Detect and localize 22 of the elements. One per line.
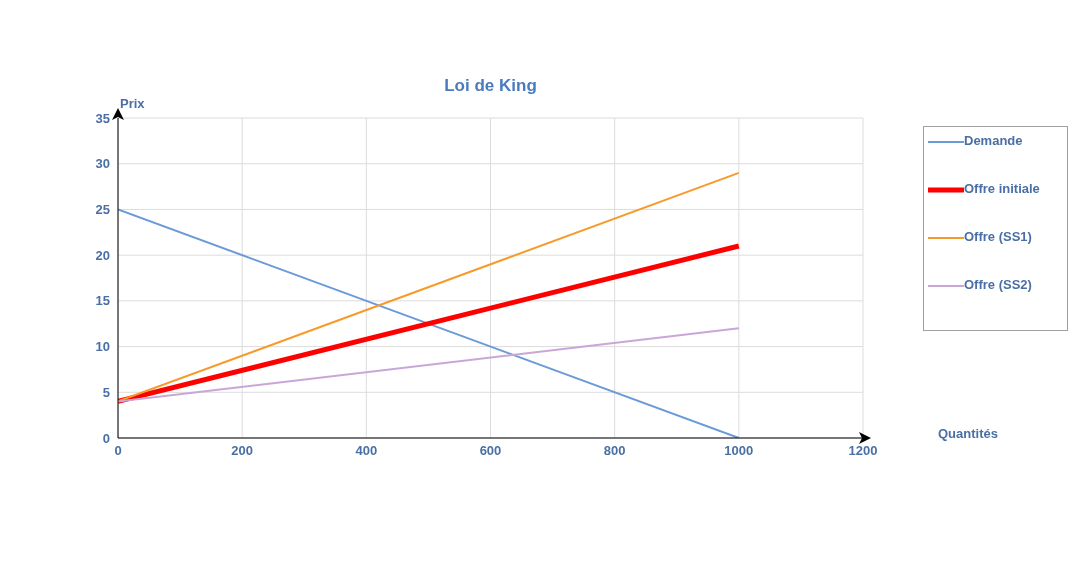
x-tick-label: 600 <box>479 443 502 459</box>
y-tick-label: 25 <box>95 202 110 218</box>
legend-label: Offre (SS2) <box>964 277 1033 292</box>
legend-label: Demande <box>964 133 1024 148</box>
legend-label: Offre (SS1) <box>964 229 1033 244</box>
x-axis-title: Quantités <box>938 426 998 441</box>
legend-label: Offre initiale <box>964 181 1041 196</box>
y-tick-label: 35 <box>95 110 110 126</box>
y-tick-label: 15 <box>95 293 110 309</box>
x-tick-label: 0 <box>114 443 122 459</box>
y-axis-title: Prix <box>120 96 145 111</box>
chart-title: Loi de King <box>443 76 538 96</box>
x-tick-label: 800 <box>603 443 626 459</box>
x-tick-label: 1200 <box>848 443 878 459</box>
x-tick-label: 1000 <box>724 443 754 459</box>
y-tick-label: 30 <box>95 156 110 172</box>
x-tick-label: 400 <box>355 443 378 459</box>
y-tick-label: 5 <box>102 384 110 400</box>
x-tick-label: 200 <box>231 443 254 459</box>
y-tick-label: 20 <box>95 247 110 263</box>
y-tick-label: 0 <box>102 430 110 446</box>
y-tick-label: 10 <box>95 339 110 355</box>
